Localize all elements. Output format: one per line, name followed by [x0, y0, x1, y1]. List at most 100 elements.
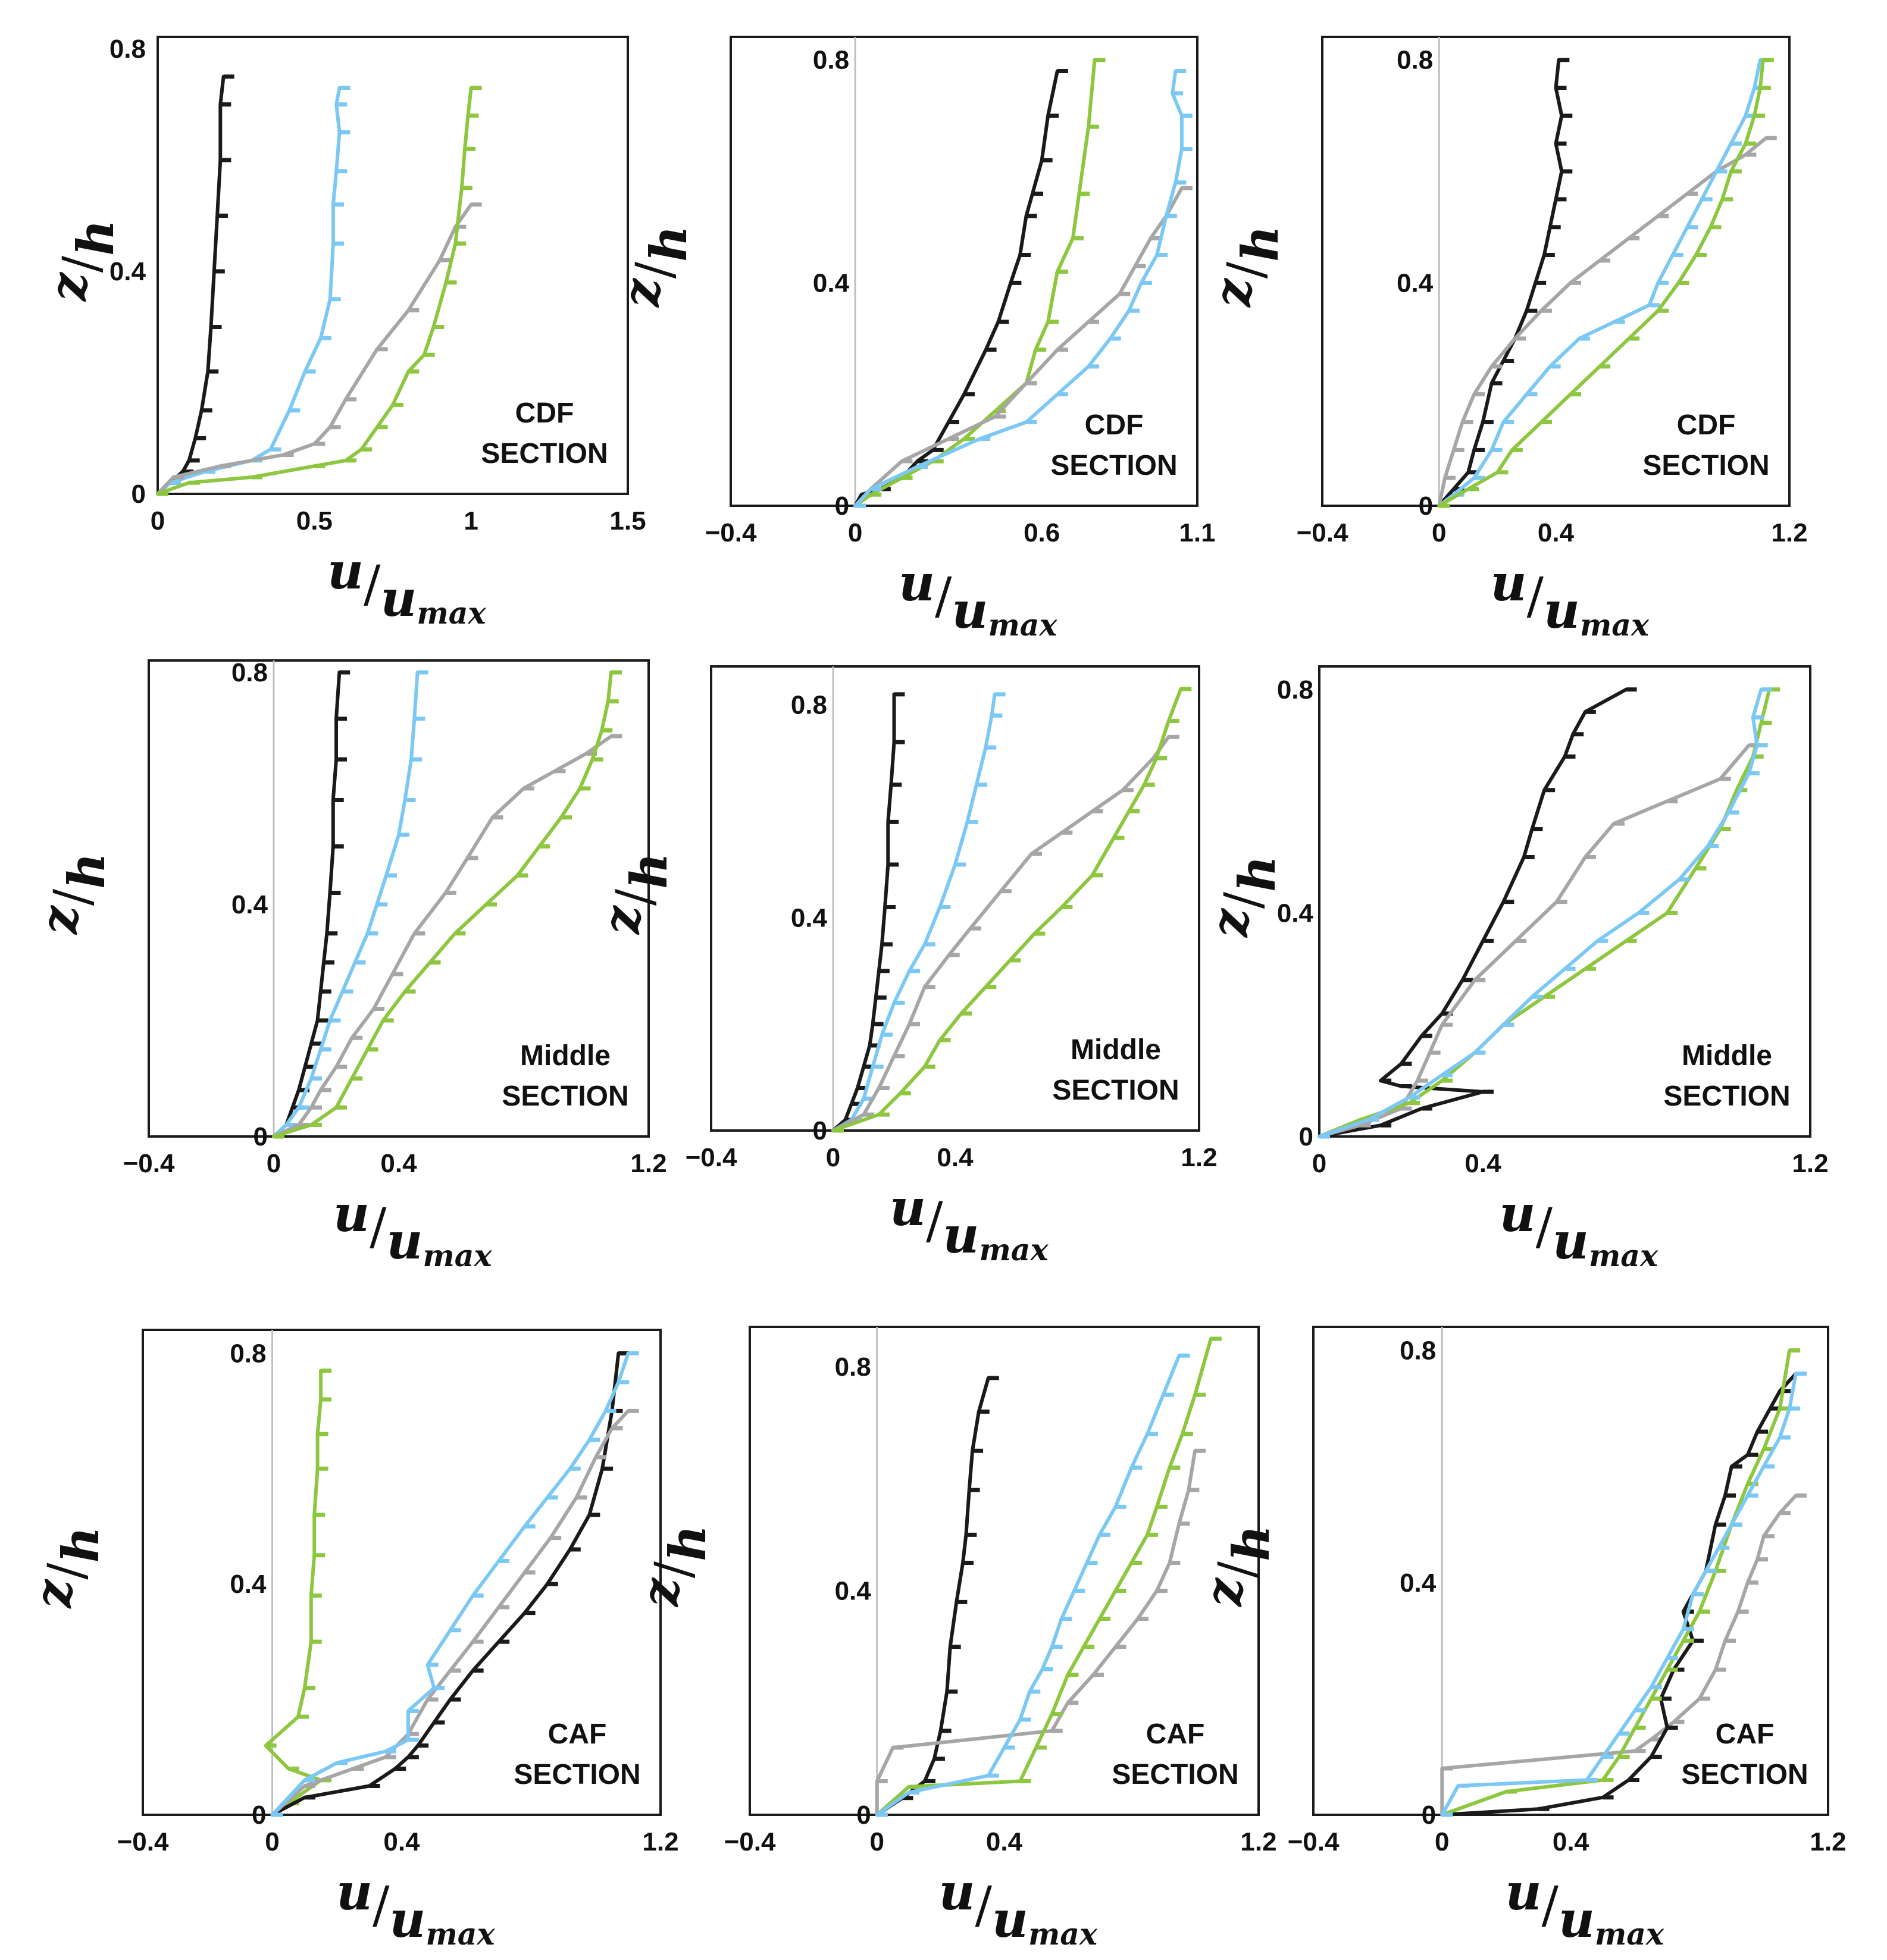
series-line-gray	[272, 734, 613, 1138]
panel-5: −0.4 0 0.4 1.2 0 0.4 0.8 Middle SECTION z/h u/umax	[592, 665, 1218, 1267]
panel-2: −0.4 0 0.6 1.1 0 0.4 0.8 CDF SECTION z/h u/umax	[612, 36, 1216, 643]
x-tick-label: 1.2	[1792, 1149, 1828, 1178]
x-tick-label: 0.4	[937, 1143, 974, 1172]
y-tick-label: 0	[1419, 491, 1433, 521]
section-label: SECTION	[502, 1081, 628, 1112]
y-tick-label: 0.4	[1277, 898, 1314, 928]
x-tick-label: 0	[267, 1149, 281, 1178]
plot-frame	[730, 36, 1198, 507]
series-line-black	[1318, 687, 1628, 1138]
plot-frame	[148, 659, 650, 1138]
y-tick-label: 0.4	[1397, 268, 1434, 298]
series-line-green	[1318, 687, 1772, 1138]
section-label: CAF	[1146, 1718, 1205, 1750]
x-tick-label: 0	[1432, 518, 1446, 547]
x-axis-label: u/umax	[333, 1184, 492, 1273]
y-axis-text: z/h	[1194, 1525, 1281, 1608]
x-tick-label: 1.2	[1771, 518, 1807, 547]
y-tick-label: 0.4	[835, 1577, 872, 1606]
x-tick-label: 1.2	[630, 1149, 666, 1178]
panel-8: −0.4 0 0.4 1.2 0 0.4 0.8 CAF SECTION z/h u/umax	[631, 1326, 1277, 1952]
section-label: CAF	[1716, 1718, 1775, 1750]
series-line-green	[853, 58, 1097, 508]
y-axis-label: z/h	[1203, 226, 1290, 308]
series-line-blue	[1440, 1372, 1798, 1817]
x-axis-label: u/umax	[890, 1178, 1049, 1267]
y-tick-label: 0	[813, 1116, 827, 1145]
series-line-green	[1437, 58, 1765, 508]
section-label: Middle	[1682, 1040, 1772, 1072]
y-tick-label: 0	[1299, 1122, 1313, 1151]
x-tick-label: −0.4	[1297, 518, 1348, 547]
plot-frame	[710, 665, 1200, 1132]
series-line-green	[264, 1369, 323, 1817]
x-tick-label: 1.1	[1179, 518, 1215, 547]
series-line-green	[156, 86, 473, 496]
y-tick-label: 0.8	[1277, 675, 1313, 705]
section-label: SECTION	[481, 438, 608, 469]
panel-9: −0.4 0 0.4 1.2 0 0.4 0.8 CAF SECTION z/h u/umax	[1194, 1326, 1847, 1952]
x-tick-label: 0	[870, 1827, 884, 1856]
y-tick-label: 0	[254, 1122, 268, 1151]
x-tick-label: 0	[265, 1827, 279, 1856]
y-tick-label: 0	[1422, 1801, 1436, 1830]
y-axis-text: z/h	[24, 1526, 110, 1609]
y-axis-text: z/h	[1200, 856, 1287, 938]
x-axis-label: u/umax	[939, 1862, 1098, 1952]
y-tick-label: 0	[252, 1801, 266, 1830]
panel-1: 0 0.5 1 1.5 0 0.4 0.8 CDF SECTION z/h u/umax	[39, 35, 646, 631]
x-tick-label: −0.4	[705, 518, 757, 547]
section-label: SECTION	[1112, 1759, 1238, 1790]
x-tick-label: 0.6	[1024, 518, 1060, 547]
series-line-black	[831, 692, 896, 1132]
y-tick-label: 0.4	[231, 890, 268, 919]
series-line-green	[875, 1337, 1213, 1817]
y-axis-label: z/h	[30, 853, 116, 935]
y-tick-label: 0.8	[835, 1352, 871, 1382]
y-axis-text: z/h	[612, 226, 698, 308]
panel-3: −0.4 0 0.4 1.2 0 0.4 0.8 CDF SECTION z/h u/umax	[1203, 36, 1808, 643]
section-label: CDF	[515, 397, 574, 429]
x-tick-label: 1.2	[642, 1827, 678, 1856]
panel-4: −0.4 0 0.4 1.2 0 0.4 0.8 Middle SECTION z/h u/umax	[30, 658, 667, 1273]
x-tick-label: 0.4	[1553, 1827, 1589, 1856]
y-tick-label: 0	[835, 491, 849, 521]
x-tick-label: −0.4	[1288, 1827, 1340, 1856]
x-tick-label: 1.2	[1181, 1143, 1217, 1172]
y-axis-text: z/h	[30, 853, 116, 935]
section-label: SECTION	[1642, 450, 1769, 481]
series-line-blue	[853, 69, 1184, 508]
x-tick-label: 0.4	[1538, 518, 1575, 547]
y-axis-label: z/h	[612, 226, 698, 308]
x-tick-label: 0	[151, 506, 165, 536]
section-label: SECTION	[1050, 450, 1177, 481]
x-tick-label: 0	[848, 518, 862, 547]
y-axis-text: z/h	[592, 853, 678, 935]
y-axis-label: z/h	[1194, 1525, 1281, 1608]
x-tick-label: −0.4	[123, 1149, 175, 1178]
series-line-gray	[1437, 136, 1768, 508]
series-line-gray	[270, 1409, 630, 1817]
y-tick-label: 0.4	[813, 268, 850, 298]
y-tick-label: 0.8	[230, 1339, 266, 1368]
section-label: SECTION	[514, 1759, 640, 1790]
x-tick-label: −0.4	[724, 1827, 776, 1856]
plot-frame	[1312, 1326, 1829, 1816]
x-tick-label: 0.4	[986, 1827, 1023, 1856]
y-tick-label: 0.8	[231, 658, 268, 687]
series-line-blue	[156, 86, 342, 496]
x-axis-label: u/umax	[336, 1862, 495, 1952]
x-axis-label: u/umax	[1506, 1862, 1664, 1952]
section-label: SECTION	[1663, 1081, 1790, 1112]
series-line-black	[272, 671, 342, 1138]
series-line-black	[270, 1351, 621, 1817]
x-tick-label: −0.4	[117, 1827, 169, 1856]
x-axis-label: u/umax	[899, 553, 1057, 643]
series-line-green	[1440, 1348, 1792, 1817]
panel-7: −0.4 0 0.4 1.2 0 0.4 0.8 CAF SECTION z/h u/umax	[24, 1329, 679, 1952]
y-axis-label: z/h	[24, 1526, 110, 1609]
x-tick-label: 0.4	[383, 1827, 420, 1856]
x-tick-label: 1.2	[1810, 1827, 1846, 1856]
plot-frame	[1318, 665, 1811, 1138]
